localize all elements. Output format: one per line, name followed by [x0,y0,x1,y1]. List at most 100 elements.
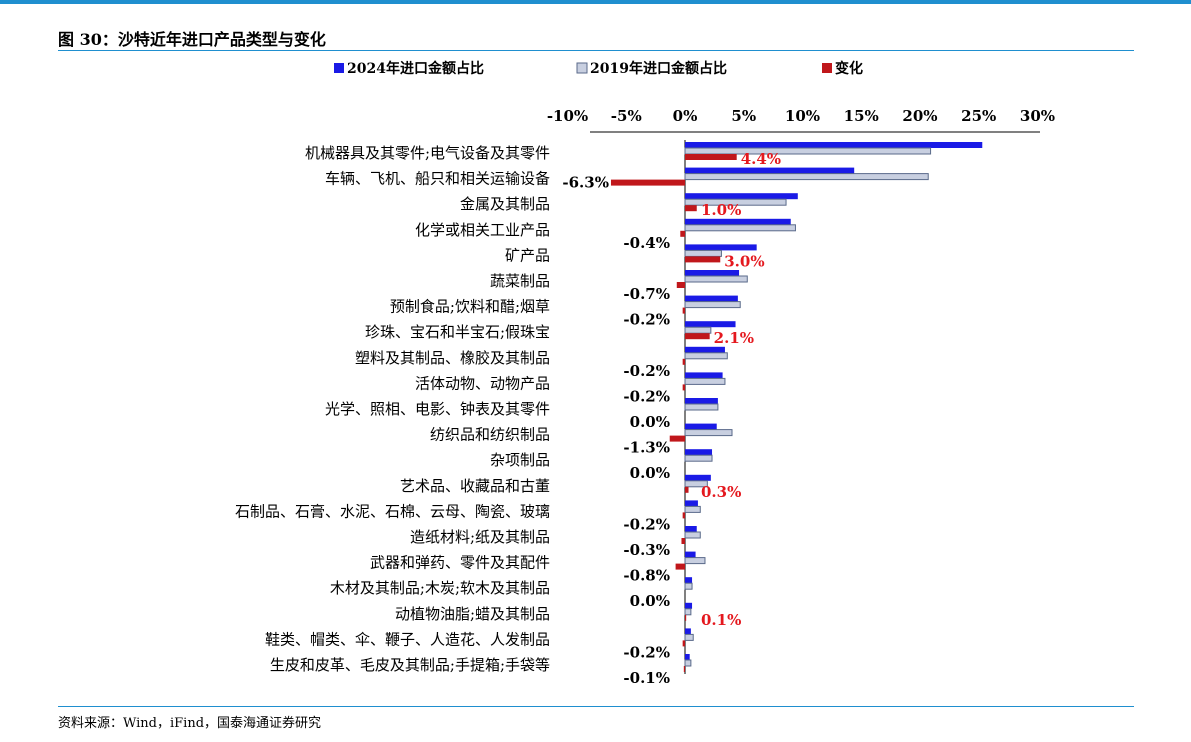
bar-2024 [685,193,798,200]
chart: 2024年进口金额占比 2019年进口金额占比 变化 -10% -5% 0% 5% 10% 15… [235,60,1055,687]
change-data-label: -1.3% [623,439,670,457]
category-label: 艺术品、收藏品和古董 [400,477,550,495]
x-tick-label: 5% [731,107,756,125]
change-data-label: 2.1% [714,329,754,347]
bar-2019 [684,505,701,513]
change-data-label: 0.0% [630,464,670,482]
bar-2019 [684,557,706,565]
change-data-label: 0.1% [701,611,741,629]
bar-2024 [685,654,690,660]
bar-2019 [684,173,929,181]
bar-change [680,230,685,237]
bar-2019 [684,275,748,283]
category-label: 化学或相关工业产品 [415,221,550,239]
category-label: 造纸材料;纸及其制品 [410,528,550,546]
category-label: 活体动物、动物产品 [415,374,550,392]
category-label: 石制品、石膏、水泥、石棉、云母、陶瓷、玻璃 [235,502,550,520]
change-data-label: 3.0% [724,252,764,270]
bar-2024 [685,270,740,276]
category-label: 塑料及其制品、橡胶及其制品 [355,349,550,367]
bar-2024 [685,142,983,148]
bar-2024 [685,628,691,635]
bar-change [682,307,685,314]
bar-change [610,179,685,186]
x-tick-label: 20% [902,107,937,125]
bar-2019 [684,531,701,539]
bar-change [681,538,685,544]
bar-change [675,563,685,570]
bar-change [685,614,687,621]
x-tick-label: 25% [961,107,996,125]
bar-2019 [684,659,692,667]
change-data-label: -0.2% [623,387,670,405]
bar-2024 [685,577,693,584]
legend-label: 2024年进口金额占比 [347,60,484,77]
legend-label: 2019年进口金额占比 [590,60,727,77]
source-note: 资料来源：Wind，iFind，国泰海通证券研究 [58,716,322,731]
bar-2019 [684,352,728,360]
bar-2024 [685,346,725,353]
bar-2024 [685,526,697,532]
change-data-label: 0.0% [630,413,670,431]
category-label: 杂项制品 [490,451,550,469]
change-data-label: -0.2% [623,515,670,533]
bar-2019 [684,147,932,155]
bar-2019 [684,249,722,257]
bar-2024 [685,500,698,507]
bar-2019 [684,224,796,232]
bar-2019 [684,198,787,206]
bar-2024 [685,551,696,558]
legend-label: 变化 [835,60,863,77]
bar-change [682,512,685,519]
change-data-label: -0.7% [623,285,670,303]
bar-change [682,640,685,647]
change-data-label: -0.4% [623,234,670,252]
bar-2024 [685,167,855,174]
change-data-label: -6.3% [562,174,609,192]
bar-2019 [684,608,692,616]
change-data-label: 0.3% [701,483,741,501]
bar-2024 [685,218,791,225]
bar-2024 [685,295,738,302]
change-data-label: -0.1% [623,669,670,687]
bar-change [682,358,685,365]
change-data-label: 4.4% [741,150,781,168]
x-tick-label: 10% [785,107,820,125]
bar-2024 [685,474,711,481]
change-data-label: 1.0% [701,201,741,219]
change-data-label: 0.0% [630,592,670,610]
x-tick-label: 15% [844,107,879,125]
bar-2024 [685,321,736,328]
bar-2024 [685,602,693,609]
category-label: 珍珠、宝石和半宝石;假珠宝 [365,323,550,341]
top-border [0,0,1191,4]
bar-change [682,384,685,391]
bar-2019 [684,582,693,590]
category-label: 预制食品;饮料和醋;烟草 [390,298,550,316]
bar-change [676,282,685,288]
change-data-label: -0.3% [623,541,670,559]
category-label: 鞋类、帽类、伞、鞭子、人造花、人发制品 [265,630,550,648]
bar-change [669,435,685,442]
legend-swatch [822,63,832,73]
bar-2019 [684,633,694,641]
figure-title: 图 30：沙特近年进口产品类型与变化 [58,30,326,49]
bar-change [685,256,721,263]
title-divider [58,50,1134,51]
category-label: 车辆、飞机、船只和相关运输设备 [325,170,550,188]
bar-2019 [684,480,708,488]
bar-2019 [684,377,726,385]
bar-2024 [685,423,717,430]
category-label: 木材及其制品;木炭;软木及其制品 [330,579,550,597]
bar-2024 [685,398,718,404]
category-label: 武器和弹药、零件及其配件 [370,554,550,572]
change-data-label: -0.2% [623,643,670,661]
x-tick-label: -10% [547,107,588,125]
legend-swatch [334,63,344,73]
change-data-label: -0.8% [623,567,670,585]
x-tick-label: -5% [611,107,642,125]
bar-2019 [684,326,712,334]
category-label: 动植物油脂;蜡及其制品 [395,605,550,623]
change-data-label: -0.2% [623,362,670,380]
category-label: 蔬菜制品 [490,272,550,290]
